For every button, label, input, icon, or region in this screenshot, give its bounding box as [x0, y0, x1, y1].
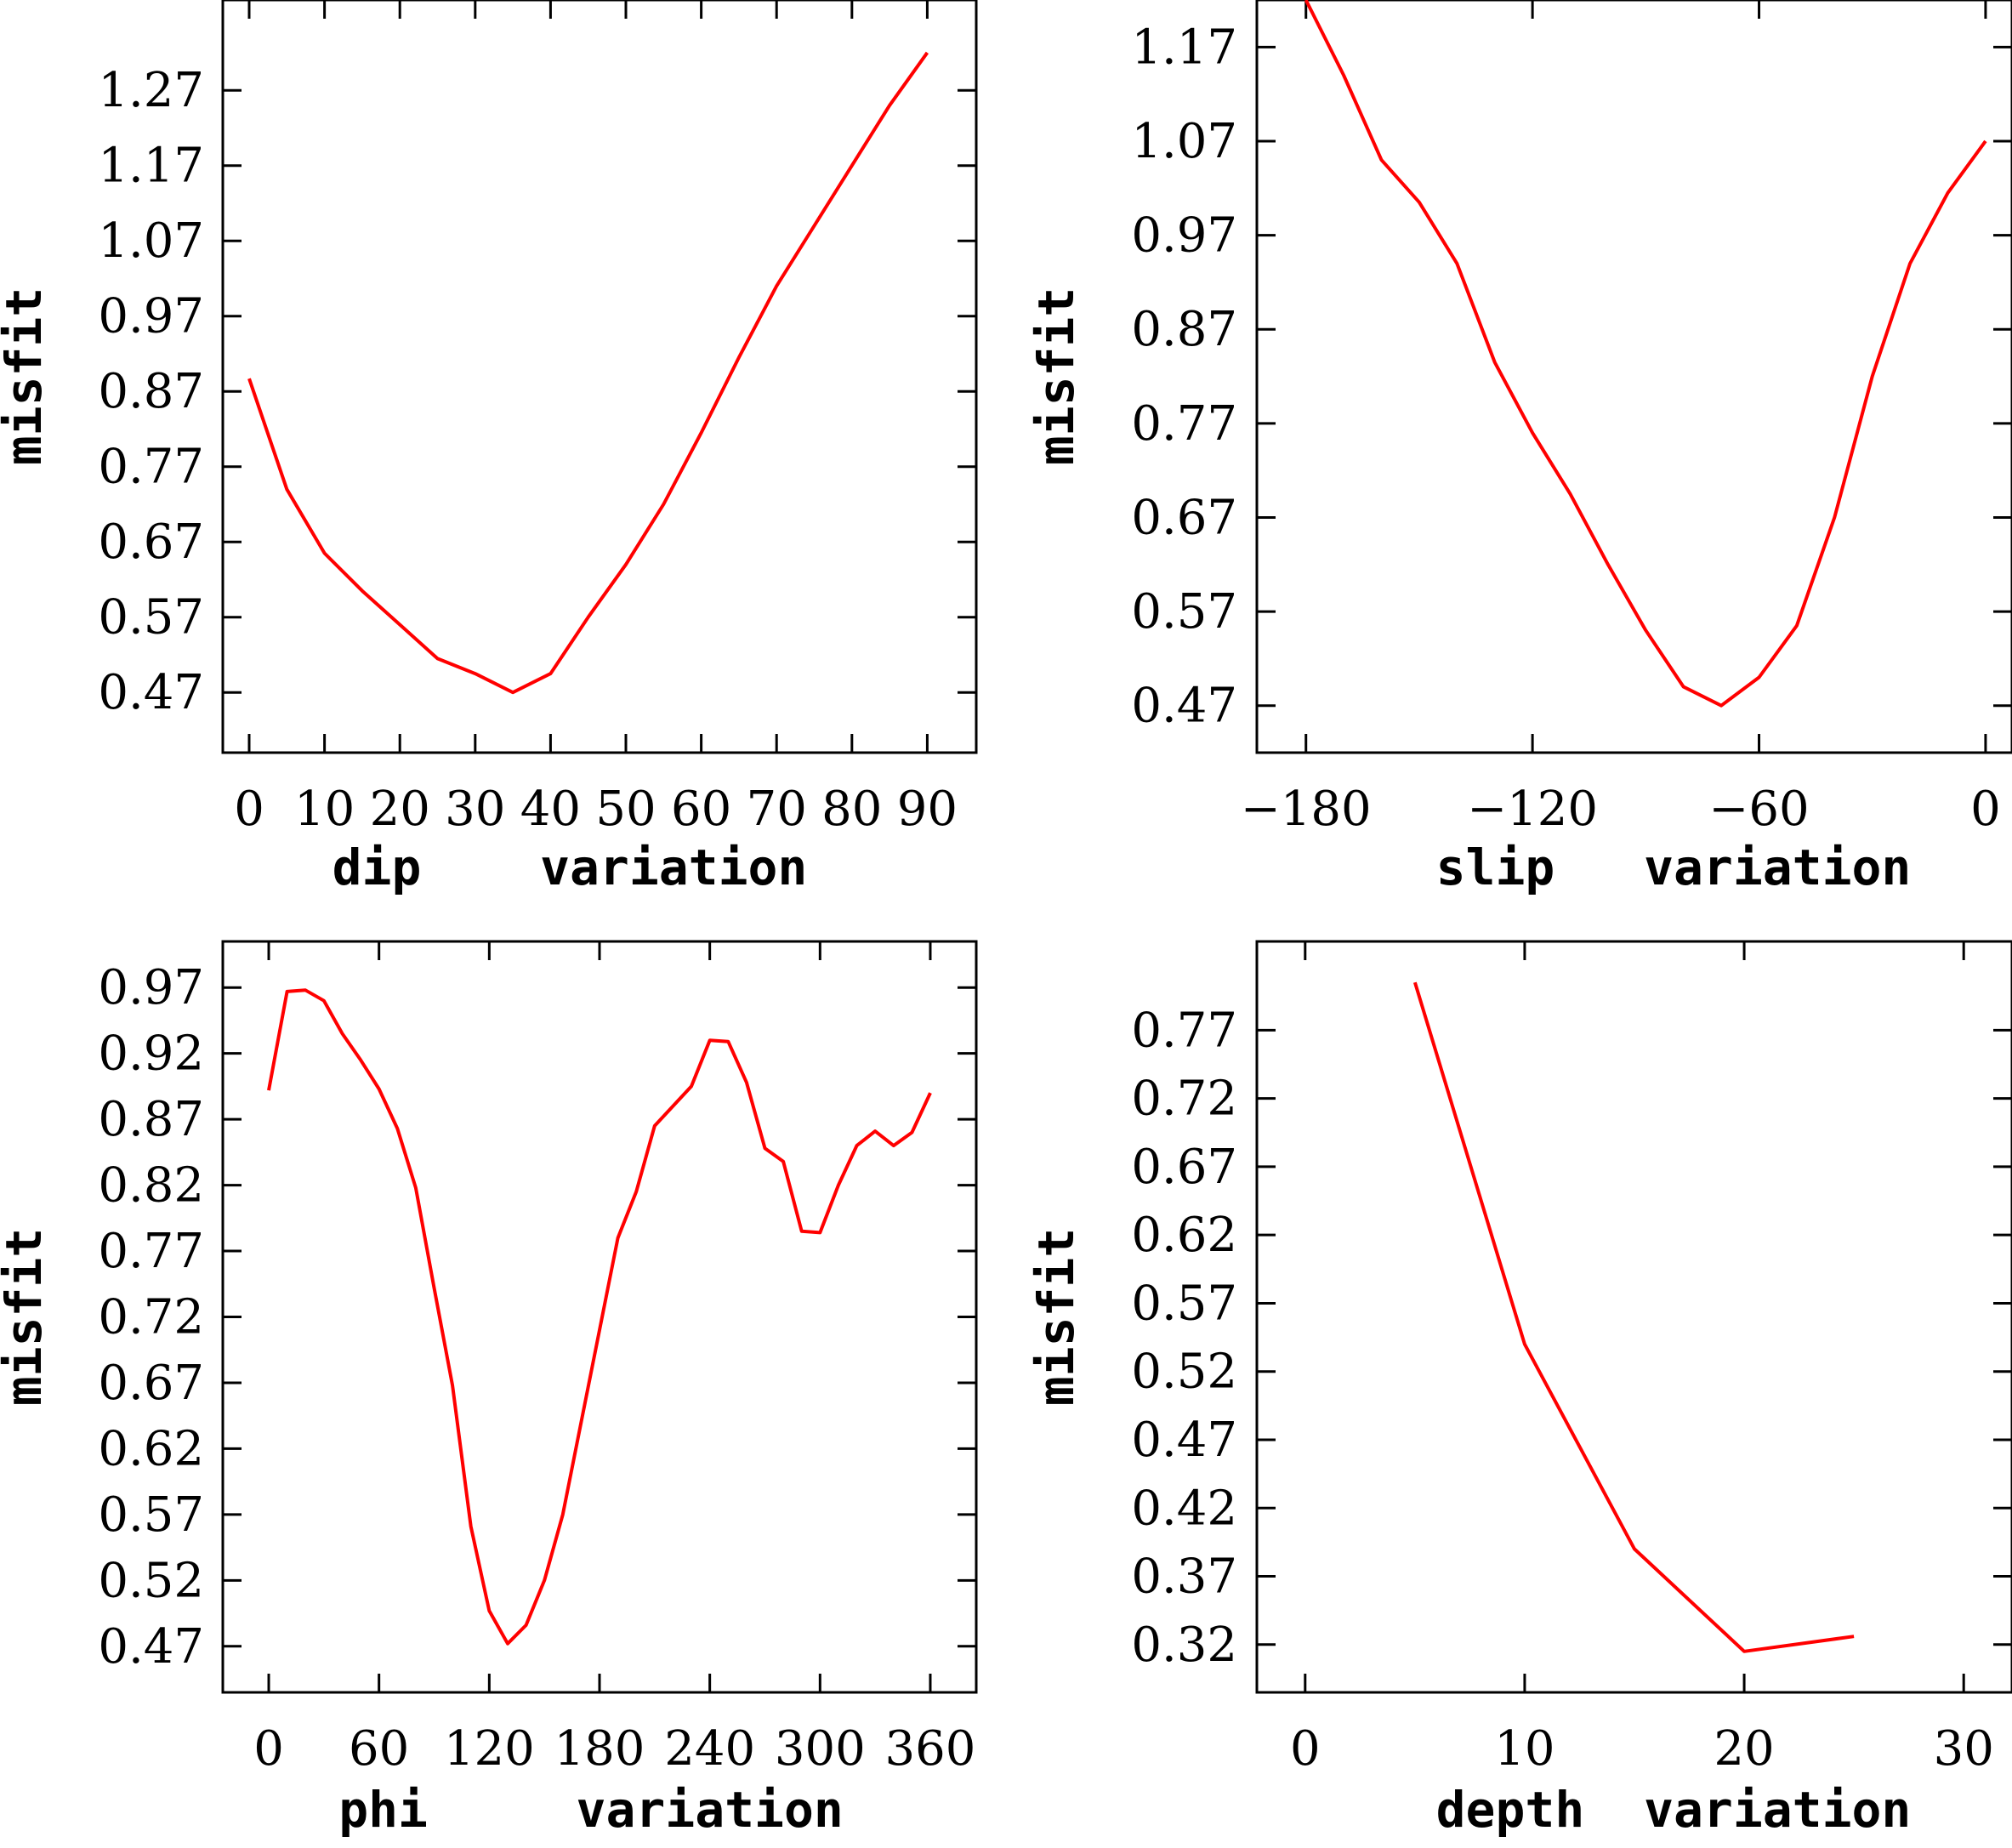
- phi-x-tick-label: 0: [253, 1721, 284, 1777]
- dip-x-tick-label: 80: [821, 782, 882, 837]
- dip-y-tick-label: 0.97: [98, 289, 204, 344]
- slip-misfit-line: [1304, 0, 1987, 708]
- depth-y-tick-label: 0.32: [1131, 1618, 1237, 1673]
- phi-y-tick-label: 0.52: [98, 1553, 204, 1608]
- depth-y-tick-label: 0.47: [1131, 1413, 1237, 1468]
- phi-variation-panel: 0 60 120 180 240 300 360 0.47 0.52 0.57 0.62 0.67 0.…: [0, 940, 978, 1839]
- slip-y-tick-label: 0.97: [1131, 208, 1237, 264]
- phi-x-tick-label: 240: [664, 1721, 755, 1777]
- phi-misfit-line: [267, 988, 932, 1646]
- depth-y-tick-label: 0.37: [1131, 1549, 1237, 1605]
- slip-x-axis-label: slip variation: [1436, 839, 1912, 896]
- depth-y-tick-label: 0.72: [1131, 1072, 1237, 1127]
- phi-x-axis-label: phi variation: [338, 1781, 844, 1839]
- phi-x-tick-label: 60: [349, 1721, 409, 1777]
- phi-y-tick-label: 0.97: [98, 960, 204, 1015]
- slip-y-tick-label: 0.77: [1131, 396, 1237, 452]
- slip-y-tick-label: 0.67: [1131, 490, 1237, 545]
- dip-x-axis-label: dip variation: [332, 839, 808, 896]
- dip-x-tick-label: 30: [445, 782, 505, 837]
- phi-y-tick-label: 0.77: [98, 1224, 204, 1279]
- phi-y-tick-label: 0.67: [98, 1356, 204, 1411]
- phi-y-tick-label: 0.47: [98, 1619, 204, 1675]
- phi-y-tick-label: 0.62: [98, 1421, 204, 1476]
- dip-x-tick-label: 40: [520, 782, 581, 837]
- slip-x-tick-label: −60: [1708, 782, 1809, 837]
- dip-y-tick-label: 1.27: [98, 63, 204, 118]
- phi-x-tick-label: 120: [444, 1721, 535, 1777]
- dip-misfit-line: [247, 51, 929, 695]
- phi-y-tick-label: 0.92: [98, 1026, 204, 1082]
- dip-y-tick-label: 0.47: [98, 665, 204, 720]
- slip-x-tick-label: −120: [1467, 782, 1598, 837]
- depth-y-tick-label: 0.62: [1131, 1208, 1237, 1263]
- slip-y-tick-label: 0.57: [1131, 584, 1237, 640]
- phi-y-axis-label: misfit: [0, 1228, 53, 1407]
- slip-variation-panel: −180 −120 −60 0 0.47 0.57 0.67 0.77 0.87 0.97 1.07…: [1027, 0, 2012, 896]
- depth-x-tick-label: 20: [1714, 1721, 1774, 1777]
- dip-x-tick-label: 20: [370, 782, 430, 837]
- depth-y-tick-label: 0.52: [1131, 1345, 1237, 1400]
- phi-y-tick-label: 0.57: [98, 1487, 204, 1543]
- depth-x-axis-label: depth variation: [1436, 1781, 1912, 1839]
- dip-x-tick-label: 70: [747, 782, 807, 837]
- dip-x-tick-label: 60: [671, 782, 731, 837]
- depth-x-tick-label: 0: [1290, 1721, 1321, 1777]
- phi-y-tick-label: 0.72: [98, 1290, 204, 1345]
- dip-y-axis-label: misfit: [0, 287, 53, 466]
- depth-y-axis-label: misfit: [1027, 1228, 1085, 1407]
- dip-x-tick-label: 10: [294, 782, 355, 837]
- slip-y-tick-label: 1.17: [1131, 20, 1237, 75]
- dip-x-tick-label: 50: [595, 782, 656, 837]
- dip-y-tick-label: 0.57: [98, 590, 204, 645]
- depth-plot-frame: [1255, 940, 2012, 1694]
- depth-x-tick-label: 10: [1494, 1721, 1554, 1777]
- phi-plot-frame: [221, 940, 978, 1694]
- slip-y-tick-label: 1.07: [1131, 114, 1237, 169]
- dip-plot-frame: [221, 0, 978, 754]
- dip-variation-panel: 0 10 20 30 40 50 60 70 80 90 0.47 0.57 0.67 0.77 0.87 0…: [0, 0, 978, 896]
- slip-plot-frame: [1255, 0, 2012, 754]
- slip-y-tick-label: 0.47: [1131, 679, 1237, 734]
- dip-y-tick-label: 0.77: [98, 440, 204, 495]
- slip-y-axis-label: misfit: [1027, 287, 1085, 466]
- phi-x-tick-label: 180: [554, 1721, 645, 1777]
- dip-y-tick-label: 0.87: [98, 364, 204, 419]
- depth-variation-panel: 0 10 20 30 0.32 0.37 0.42 0.47 0.52 0.57 0.62 0.67 0…: [1027, 940, 2012, 1839]
- depth-y-tick-label: 0.77: [1131, 1003, 1237, 1058]
- phi-y-tick-label: 0.82: [98, 1158, 204, 1214]
- dip-y-tick-label: 0.67: [98, 515, 204, 570]
- slip-x-tick-label: −180: [1241, 782, 1372, 837]
- dip-y-tick-label: 1.07: [98, 213, 204, 269]
- phi-x-tick-label: 300: [775, 1721, 866, 1777]
- slip-y-tick-label: 0.87: [1131, 302, 1237, 357]
- phi-x-tick-label: 360: [885, 1721, 976, 1777]
- depth-y-tick-label: 0.57: [1131, 1276, 1237, 1331]
- depth-x-tick-label: 30: [1934, 1721, 1994, 1777]
- slip-x-tick-label: 0: [1970, 782, 2001, 837]
- dip-y-tick-label: 1.17: [98, 139, 204, 194]
- depth-y-tick-label: 0.42: [1131, 1481, 1237, 1536]
- dip-x-tick-label: 90: [897, 782, 958, 837]
- phi-y-tick-label: 0.87: [98, 1092, 204, 1147]
- depth-misfit-line: [1412, 981, 1855, 1653]
- dip-x-tick-label: 0: [234, 782, 264, 837]
- depth-y-tick-label: 0.67: [1131, 1140, 1237, 1195]
